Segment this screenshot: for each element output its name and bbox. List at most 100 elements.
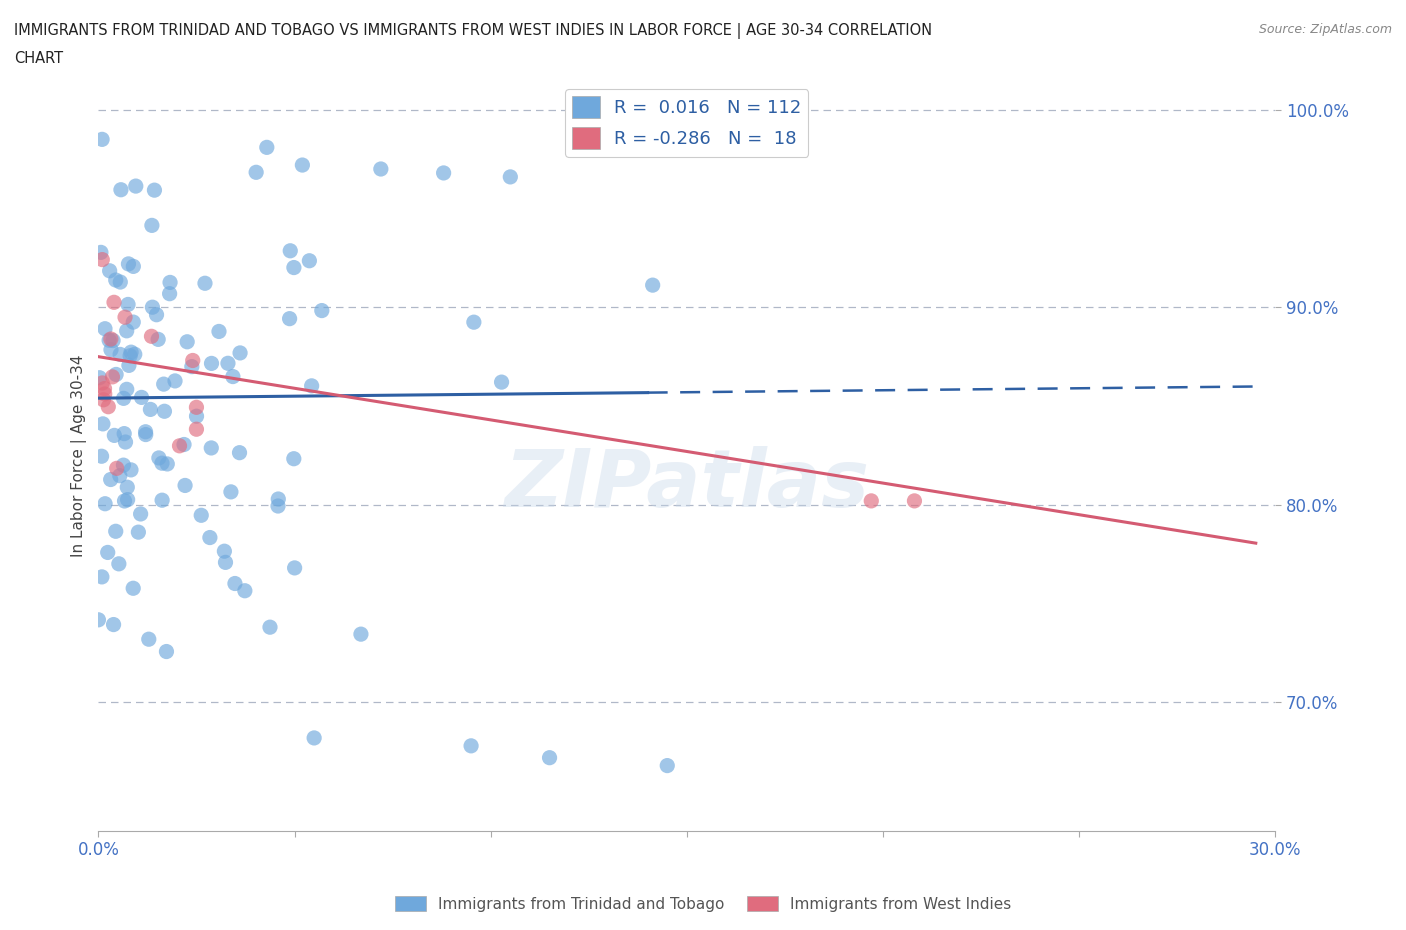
Point <box>108 468 131 483</box>
Point <box>105 367 128 382</box>
Point <box>186 400 208 415</box>
Point <box>370 162 392 177</box>
Point <box>143 182 166 197</box>
Point <box>152 377 174 392</box>
Text: ZIPatlas: ZIPatlas <box>505 446 869 525</box>
Point <box>291 157 314 172</box>
Point <box>278 312 301 326</box>
Point <box>219 485 242 499</box>
Point <box>100 472 122 487</box>
Point <box>141 299 163 314</box>
Point <box>97 545 120 560</box>
Point <box>115 324 138 339</box>
Text: CHART: CHART <box>14 51 63 66</box>
Point <box>153 404 176 418</box>
Point <box>93 387 115 402</box>
Point <box>538 751 561 765</box>
Point <box>860 494 883 509</box>
Point <box>224 576 246 591</box>
Point <box>181 353 204 368</box>
Point <box>267 498 290 513</box>
Point <box>114 434 136 449</box>
Point <box>90 449 112 464</box>
Point <box>148 450 170 465</box>
Point <box>90 569 112 584</box>
Point <box>105 461 128 476</box>
Point <box>256 140 278 154</box>
Point <box>141 218 163 232</box>
Point <box>114 310 136 325</box>
Point <box>127 525 149 539</box>
Point <box>120 462 142 477</box>
Point <box>491 375 513 390</box>
Point <box>190 508 212 523</box>
Point <box>94 321 117 336</box>
Point <box>259 619 281 634</box>
Point <box>115 382 138 397</box>
Point <box>114 494 136 509</box>
Point <box>217 356 239 371</box>
Point <box>101 333 124 348</box>
Point <box>108 556 131 571</box>
Point <box>122 581 145 596</box>
Point <box>284 561 307 576</box>
Point <box>283 451 305 466</box>
Point <box>97 399 120 414</box>
Point <box>110 274 132 289</box>
Point <box>93 392 115 407</box>
Point <box>129 507 152 522</box>
Point <box>173 437 195 452</box>
Point <box>112 458 135 472</box>
Point <box>91 132 114 147</box>
Point <box>101 369 124 384</box>
Point <box>159 286 181 301</box>
Point <box>463 314 485 329</box>
Point <box>104 272 127 287</box>
Point <box>139 402 162 417</box>
Point <box>122 259 145 273</box>
Point <box>233 583 256 598</box>
Point <box>311 303 333 318</box>
Point <box>169 438 191 453</box>
Point <box>150 493 173 508</box>
Point <box>267 492 290 507</box>
Point <box>433 166 456 180</box>
Point <box>214 555 236 570</box>
Point <box>176 335 198 350</box>
Point <box>87 612 110 627</box>
Point <box>186 422 208 437</box>
Point <box>903 494 925 509</box>
Point <box>112 426 135 441</box>
Point <box>117 297 139 312</box>
Point <box>245 165 267 179</box>
Point <box>103 428 125 443</box>
Point <box>91 417 114 432</box>
Point <box>657 758 679 773</box>
Point <box>135 424 157 439</box>
Point <box>163 374 186 389</box>
Point <box>108 347 131 362</box>
Point <box>641 278 664 293</box>
Point <box>228 445 250 460</box>
Point <box>138 631 160 646</box>
Point <box>89 370 111 385</box>
Point <box>98 333 121 348</box>
Point <box>93 381 115 396</box>
Point <box>301 379 323 393</box>
Point <box>135 427 157 442</box>
Point <box>208 324 231 339</box>
Y-axis label: In Labor Force | Age 30-34: In Labor Force | Age 30-34 <box>72 354 87 557</box>
Point <box>125 179 148 193</box>
Point <box>222 369 245 384</box>
Point <box>174 478 197 493</box>
Point <box>110 182 132 197</box>
Point <box>122 314 145 329</box>
Point <box>94 497 117 512</box>
Point <box>120 349 142 364</box>
Point <box>91 376 114 391</box>
Point <box>141 329 163 344</box>
Point <box>131 390 153 405</box>
Point <box>350 627 373 642</box>
Point <box>103 295 125 310</box>
Point <box>100 332 122 347</box>
